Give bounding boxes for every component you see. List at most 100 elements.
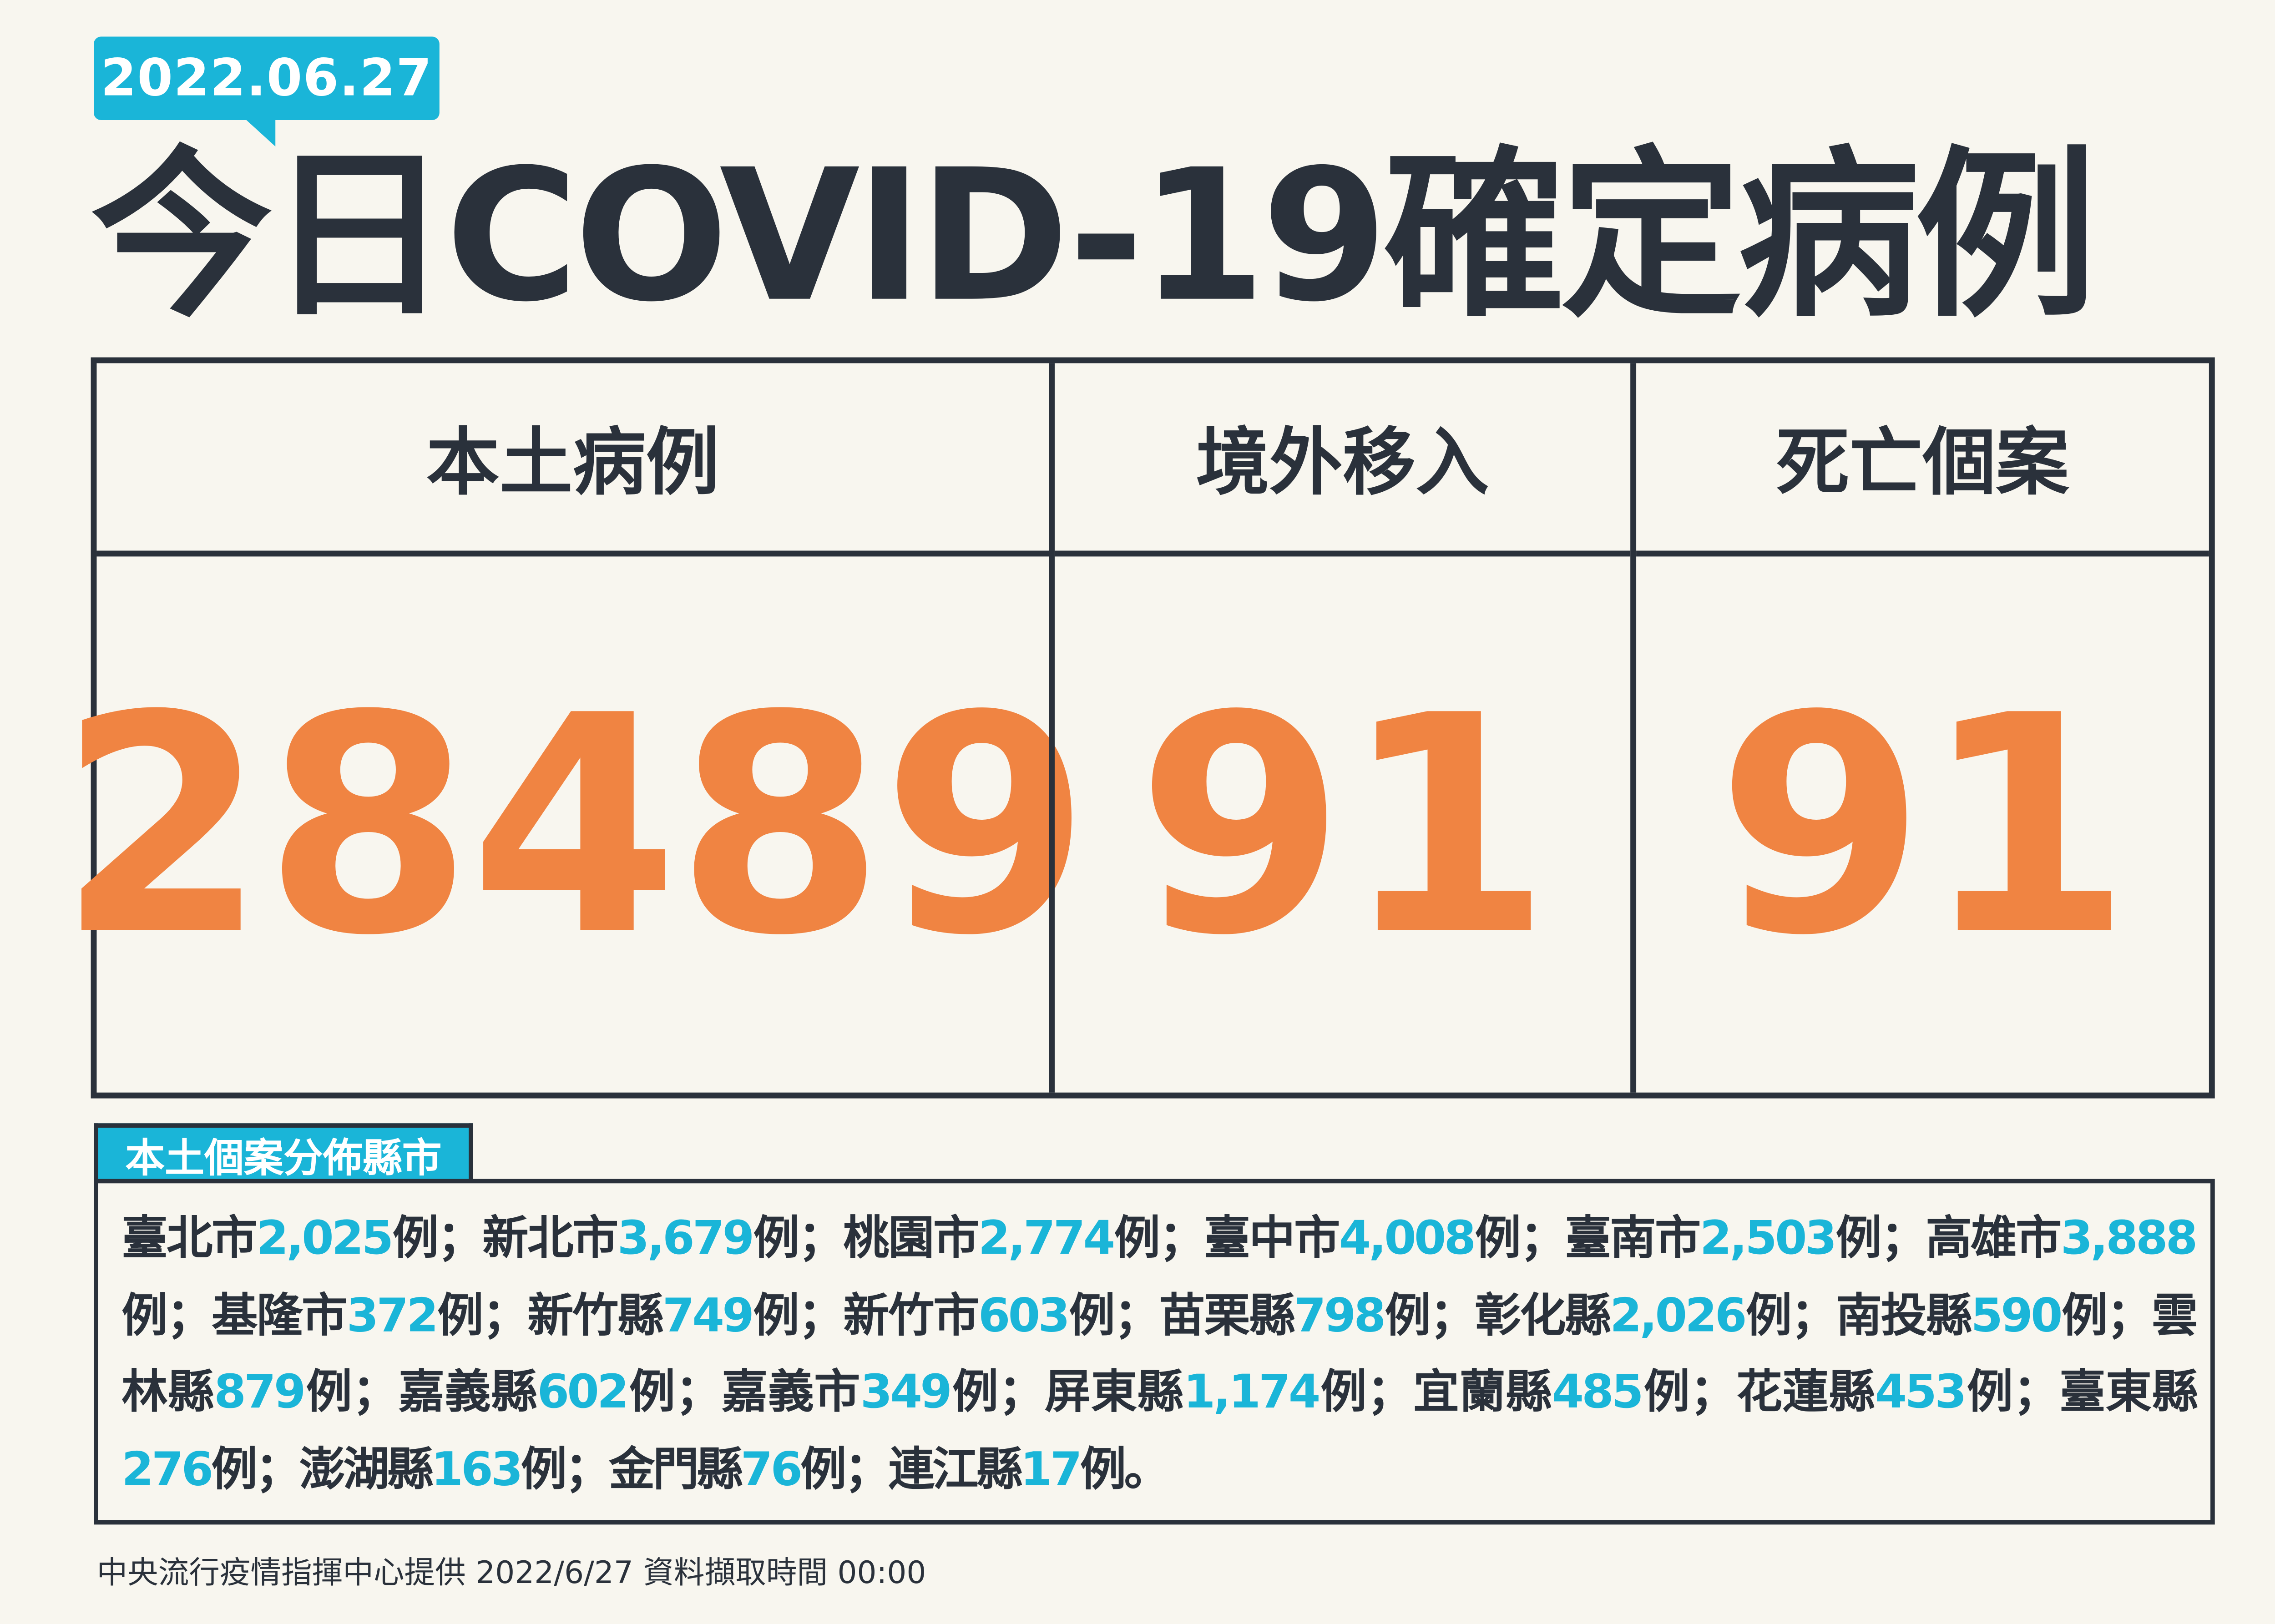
county-count: 17 bbox=[1020, 1443, 1082, 1496]
unit: 例 bbox=[1641, 1366, 1692, 1419]
county-count: 163 bbox=[431, 1443, 523, 1496]
stat-local: 本土病例 28489 bbox=[58, 363, 1091, 1092]
county-count: 879 bbox=[214, 1366, 306, 1419]
county-count: 2,026 bbox=[1610, 1289, 1747, 1342]
unit: 例 bbox=[752, 1289, 800, 1342]
county-name: 澎湖縣 bbox=[299, 1443, 434, 1496]
county-name: 雲林縣 bbox=[121, 1289, 2198, 1419]
separator: ； bbox=[998, 1366, 1045, 1419]
county-count: 3,888 bbox=[2060, 1212, 2198, 1266]
county-name: 彰化縣 bbox=[1474, 1289, 1612, 1342]
unit: 例 bbox=[752, 1212, 800, 1266]
separator: ； bbox=[1690, 1366, 1736, 1419]
separator: ； bbox=[1790, 1289, 1837, 1342]
county-name: 高雄市 bbox=[1925, 1212, 2063, 1266]
separator: ； bbox=[1114, 1289, 1160, 1342]
stat-value: 28489 bbox=[57, 653, 1091, 1002]
county-item: 南投縣590例； bbox=[1835, 1289, 2153, 1342]
county-item: 臺東縣276例； bbox=[121, 1367, 2198, 1496]
county-name: 屏東縣 bbox=[1042, 1366, 1186, 1419]
county-count: 4,008 bbox=[1339, 1212, 1476, 1266]
county-item: 嘉義縣602例； bbox=[396, 1366, 722, 1419]
separator: ； bbox=[2107, 1289, 2153, 1342]
county-item: 新竹市603例； bbox=[842, 1289, 1160, 1342]
county-item: 桃園市2,774例； bbox=[842, 1212, 1205, 1266]
page-title: 今日COVID-19確定病例 bbox=[91, 131, 2097, 343]
distribution-list: 臺北市2,025例；新北市3,679例；桃園市2,774例；臺中市4,008例；… bbox=[94, 1179, 2215, 1525]
unit: 例 bbox=[627, 1366, 677, 1419]
county-name: 金門縣 bbox=[609, 1443, 743, 1496]
stat-value: 91 bbox=[1716, 653, 2132, 1002]
county-count: 1,174 bbox=[1183, 1366, 1320, 1419]
unit: 例 bbox=[1835, 1212, 1883, 1266]
county-name: 臺北市 bbox=[121, 1212, 258, 1266]
county-count: 485 bbox=[1552, 1366, 1644, 1419]
date-badge: 2022.06.27 bbox=[94, 36, 440, 120]
county-count: 2,774 bbox=[978, 1212, 1115, 1266]
county-count: 372 bbox=[346, 1289, 439, 1342]
separator: ； bbox=[798, 1212, 844, 1266]
county-item: 雲林縣879例； bbox=[121, 1289, 2198, 1419]
unit: 例 bbox=[1964, 1366, 2015, 1419]
unit: 例 bbox=[1080, 1443, 1126, 1496]
county-count: 349 bbox=[860, 1366, 952, 1419]
distribution-title: 本土個案分佈縣市 bbox=[94, 1123, 473, 1182]
county-item: 基隆市372例； bbox=[210, 1289, 529, 1342]
county-name: 臺南市 bbox=[1564, 1212, 1702, 1266]
county-name: 基隆市 bbox=[210, 1289, 349, 1342]
county-count: 603 bbox=[978, 1289, 1070, 1342]
county-count: 798 bbox=[1294, 1289, 1386, 1342]
separator: ； bbox=[167, 1289, 212, 1342]
county-name: 宜蘭縣 bbox=[1410, 1366, 1554, 1419]
county-count: 453 bbox=[1875, 1366, 1967, 1419]
separator: ； bbox=[482, 1289, 528, 1342]
unit: 例 bbox=[2060, 1289, 2109, 1342]
county-item: 彰化縣2,026例； bbox=[1474, 1289, 1837, 1342]
county-name: 連江縣 bbox=[888, 1443, 1023, 1496]
unit: 例 bbox=[800, 1443, 846, 1496]
county-item: 屏東縣1,174例； bbox=[1042, 1366, 1413, 1419]
separator: ； bbox=[2013, 1366, 2059, 1419]
unit: 例 bbox=[211, 1443, 257, 1496]
separator: ； bbox=[437, 1212, 483, 1266]
county-name: 南投縣 bbox=[1835, 1289, 1973, 1342]
county-name: 嘉義市 bbox=[719, 1366, 863, 1419]
county-item: 高雄市3,888例； bbox=[121, 1212, 2198, 1342]
footer-source: 中央流行疫情指揮中心提供 2022/6/27 資料擷取時間 00:00 bbox=[96, 1555, 926, 1591]
county-item: 金門縣76例； bbox=[609, 1443, 890, 1496]
county-name: 新北市 bbox=[481, 1212, 620, 1266]
unit: 例 bbox=[1068, 1289, 1116, 1342]
stat-label: 境外移入 bbox=[1054, 363, 1631, 557]
separator: ； bbox=[565, 1443, 611, 1496]
county-item: 新竹縣749例； bbox=[526, 1289, 844, 1342]
unit: 例 bbox=[1318, 1366, 1369, 1419]
separator: ； bbox=[255, 1443, 301, 1496]
county-count: 590 bbox=[1971, 1289, 2063, 1342]
county-name: 桃園市 bbox=[842, 1212, 981, 1266]
county-item: 臺南市2,503例； bbox=[1564, 1212, 1927, 1266]
county-item: 苗栗縣798例； bbox=[1158, 1289, 1476, 1342]
county-name: 新竹市 bbox=[842, 1289, 981, 1342]
county-count: 602 bbox=[537, 1366, 629, 1419]
unit: 例 bbox=[391, 1212, 440, 1266]
separator: ； bbox=[844, 1443, 890, 1496]
separator: ； bbox=[1520, 1212, 1566, 1266]
county-count: 749 bbox=[662, 1289, 754, 1342]
county-item: 臺北市2,025例； bbox=[121, 1212, 484, 1266]
stat-deaths: 死亡個案 91 bbox=[1630, 363, 2209, 1093]
unit: 例 bbox=[1384, 1289, 1432, 1342]
county-count: 276 bbox=[121, 1443, 213, 1496]
separator: 。 bbox=[1124, 1443, 1170, 1496]
unit: 例 bbox=[303, 1366, 354, 1419]
county-item: 嘉義市349例； bbox=[719, 1366, 1045, 1419]
unit: 例 bbox=[950, 1366, 1001, 1419]
unit: 例 bbox=[436, 1289, 485, 1342]
county-item: 宜蘭縣485例； bbox=[1410, 1366, 1736, 1419]
separator: ； bbox=[1159, 1212, 1205, 1266]
county-name: 新竹縣 bbox=[526, 1289, 665, 1342]
county-name: 臺中市 bbox=[1203, 1212, 1341, 1266]
separator: ； bbox=[1430, 1289, 1476, 1342]
county-item: 連江縣17例。 bbox=[888, 1443, 1170, 1496]
county-count: 2,025 bbox=[256, 1212, 394, 1266]
